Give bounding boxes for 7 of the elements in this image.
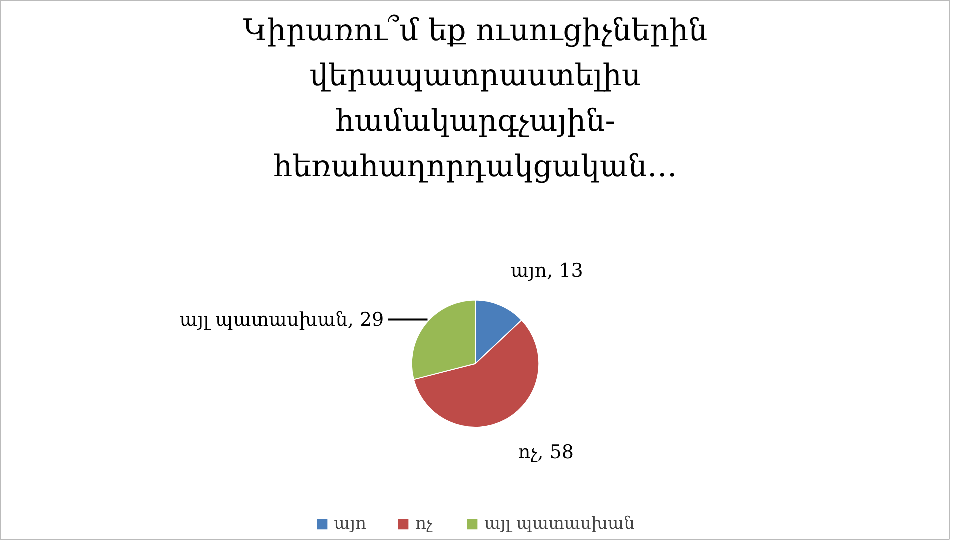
data-label: ոչ, 58 [518, 441, 574, 464]
legend-label: այլ պատասխան [484, 514, 635, 534]
data-label: այո, 13 [510, 260, 584, 282]
chart-title: Կիրառու՞մ եք ուսուցիչներին վերապատրաստելիս համակարգչային-հեռահաղորդակցական… [243, 13, 708, 185]
data-label: այլ պատասխան, 29 [180, 308, 384, 331]
legend-label: ոչ [415, 514, 434, 534]
legend-label: այո [334, 514, 366, 534]
